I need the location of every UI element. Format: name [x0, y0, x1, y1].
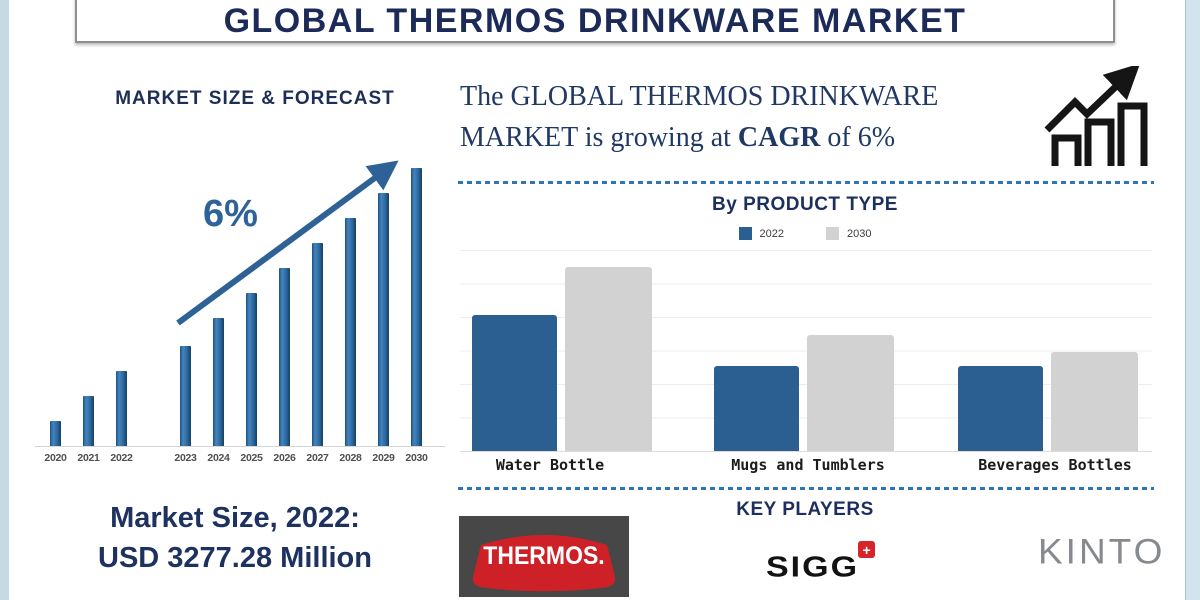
- headline-cagr: CAGR: [737, 122, 821, 153]
- forecast-bar-2029: [378, 193, 389, 446]
- growth-trend-arrow: [176, 160, 399, 326]
- forecast-bar-2024: [213, 318, 224, 446]
- forecast-year-label-2020: 2020: [44, 452, 67, 464]
- forecast-bar-2021: [83, 396, 94, 446]
- forecast-year-label-2029: 2029: [372, 452, 395, 464]
- thermos-logo-text: THERMOS.: [483, 542, 605, 570]
- product-category-labels: Water Bottle Mugs and Tumblers Beverages…: [460, 456, 1152, 476]
- forecast-year-label-2024: 2024: [207, 452, 230, 464]
- legend-label-2022: 2022: [759, 227, 784, 240]
- product-bar-2022-water-bottle: [472, 315, 557, 451]
- forecast-year-label-2027: 2027: [306, 452, 329, 464]
- headline-line1: The GLOBAL THERMOS DRINKWARE: [460, 81, 939, 112]
- dashed-divider-top: [458, 181, 1154, 184]
- market-size-forecast-heading: MARKET SIZE & FORECAST: [115, 88, 395, 109]
- key-players-heading: KEY PLAYERS: [736, 499, 874, 520]
- forecast-year-label-2022: 2022: [110, 452, 133, 464]
- headline-text: The GLOBAL THERMOS DRINKWARE MARKET is g…: [460, 76, 1050, 158]
- forecast-bar-2028: [345, 218, 356, 446]
- thermos-logo: THERMOS.: [459, 516, 629, 597]
- forecast-year-label-2023: 2023: [174, 452, 197, 464]
- legend-swatch-2022: [738, 227, 752, 240]
- product-type-heading: By PRODUCT TYPE: [712, 194, 898, 215]
- page-edge-strip-right: [1185, 0, 1200, 600]
- forecast-year-label-2026: 2026: [273, 452, 296, 464]
- product-bar-2030-water-bottle: [565, 267, 652, 451]
- product-bar-2030-mugs-and-tumblers: [807, 335, 894, 451]
- sigg-logo-text: SIGG: [766, 550, 860, 584]
- sigg-swiss-cross-icon: +: [858, 541, 876, 558]
- forecast-year-label-2028: 2028: [339, 452, 362, 464]
- sigg-logo: SIGG +: [766, 541, 876, 587]
- thermos-badge-shape: [472, 535, 616, 592]
- headline-line2-pre: MARKET is growing at: [460, 122, 738, 153]
- legend-item-2022: 2022: [738, 227, 784, 240]
- chart-legend: 2022 2030: [460, 227, 1150, 240]
- forecast-bar-2023: [180, 346, 191, 446]
- dashed-divider-bottom: [458, 487, 1154, 490]
- forecast-year-label-2025: 2025: [240, 452, 263, 464]
- forecast-bar-2022: [116, 371, 127, 446]
- legend-label-2030: 2030: [847, 227, 872, 240]
- headline-line2-post: of 6%: [820, 122, 896, 153]
- forecast-bar-2025: [246, 293, 257, 446]
- category-label-water-bottle: Water Bottle: [495, 456, 605, 474]
- product-bar-2022-mugs-and-tumblers: [714, 366, 799, 451]
- kinto-logo: KINTO: [1038, 532, 1166, 571]
- growth-percent-label: 6%: [203, 193, 258, 235]
- forecast-year-axis: 2020 2021 2022 2023 2024 2025 2026 2027 2028 2029…: [35, 452, 445, 468]
- legend-item-2030: 2030: [826, 227, 871, 240]
- forecast-bar-2027: [312, 243, 323, 446]
- product-type-bar-chart: [460, 250, 1152, 452]
- product-bar-2030-beverages-bottles: [1051, 352, 1138, 451]
- category-label-beverages-bottles: Beverages Bottles: [978, 456, 1132, 474]
- forecast-year-label-2030: 2030: [405, 452, 428, 464]
- forecast-bar-chart: [35, 150, 445, 447]
- forecast-bar-2020: [50, 421, 61, 446]
- growth-chart-icon: [1044, 66, 1148, 166]
- title-banner: GLOBAL THERMOS DRINKWARE MARKET: [75, 0, 1115, 43]
- category-label-mugs-tumblers: Mugs and Tumblers: [731, 456, 885, 474]
- product-bar-2022-beverages-bottles: [958, 366, 1043, 451]
- forecast-bar-2030: [411, 168, 422, 446]
- market-size-note: Market Size, 2022: USD 3277.28 Million: [15, 498, 455, 578]
- forecast-bar-2026: [279, 268, 290, 446]
- page-edge-strip-left: [0, 0, 9, 600]
- legend-swatch-2030: [826, 227, 839, 240]
- page-title: GLOBAL THERMOS DRINKWARE MARKET: [223, 2, 967, 40]
- forecast-year-label-2021: 2021: [77, 452, 100, 464]
- market-size-note-line1: Market Size, 2022:: [110, 502, 360, 534]
- market-size-note-line2: USD 3277.28 Million: [98, 542, 372, 574]
